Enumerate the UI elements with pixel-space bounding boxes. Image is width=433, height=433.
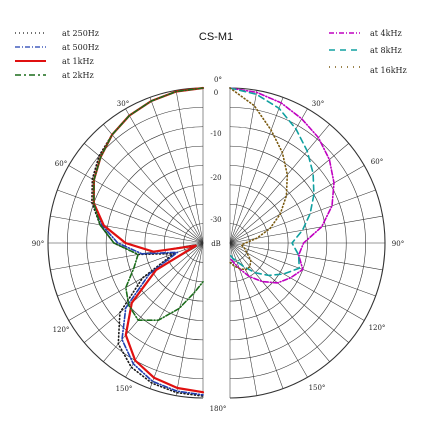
series-curve-250hz — [91, 87, 204, 397]
grid-spoke — [57, 242, 204, 297]
angle-label-left-30: 30° — [117, 100, 129, 108]
grid-spoke — [84, 143, 204, 244]
legend-label-1khz: at 1kHz — [62, 57, 94, 66]
grid-spoke — [149, 97, 204, 244]
angle-label-top: 0° — [214, 76, 222, 84]
grid-spoke — [229, 143, 349, 244]
polar-curves — [91, 86, 335, 397]
radial-unit-label: dB — [211, 240, 221, 248]
grid-spoke — [229, 97, 284, 244]
grid-spoke — [229, 90, 258, 244]
grid-spoke — [229, 124, 330, 244]
radial-label-0: 0 — [214, 89, 218, 97]
grid-spoke — [229, 108, 308, 244]
series-curve-2khz — [93, 87, 204, 321]
grid-spoke — [125, 242, 204, 378]
grid-spoke — [229, 189, 376, 244]
grid-spoke — [125, 108, 204, 244]
angle-label-right-90: 90° — [392, 240, 404, 248]
grid-spoke — [84, 242, 204, 343]
radial-label-20: -20 — [210, 174, 221, 182]
grid-spoke — [229, 165, 365, 244]
series-curve-500hz — [93, 87, 204, 396]
grid-spoke — [229, 242, 365, 321]
series-curve-16khz — [229, 87, 289, 271]
grid-spoke — [229, 242, 349, 343]
angle-label-right-120: 120° — [369, 324, 386, 332]
series-curve-4khz — [229, 87, 335, 284]
legend-right: at 4kHz at 8kHz at 16kHz — [329, 29, 407, 75]
right-polar-grid — [229, 87, 386, 399]
legend-label-250hz: at 250Hz — [62, 29, 99, 38]
angle-label-right-30: 30° — [312, 100, 324, 108]
grid-spoke — [175, 242, 204, 396]
angle-label-right-150: 150° — [309, 384, 326, 392]
legend-label-4khz: at 4kHz — [370, 29, 402, 38]
legend-label-2khz: at 2kHz — [62, 71, 94, 80]
grid-spoke — [149, 242, 204, 389]
angle-label-bottom: 180° — [210, 405, 227, 413]
series-curve-8khz — [229, 87, 315, 277]
legend-left: at 250Hz at 500Hz at 1kHz at 2kHz — [15, 29, 99, 80]
grid-spoke — [175, 90, 204, 244]
grid-spoke — [103, 242, 204, 362]
angle-label-right-60: 60° — [371, 158, 383, 166]
grid-spoke — [229, 242, 258, 396]
grid-spoke — [229, 242, 284, 389]
legend-label-8khz: at 8kHz — [370, 46, 402, 55]
radial-label-10: -10 — [210, 130, 221, 138]
angle-label-left-60: 60° — [55, 160, 67, 168]
grid-spoke — [229, 242, 330, 362]
radial-label-30: -30 — [210, 216, 221, 224]
grid-spoke — [68, 165, 204, 244]
angle-label-left-120: 120° — [53, 326, 70, 334]
angle-label-left-150: 150° — [116, 385, 133, 393]
angle-label-left-90: 90° — [32, 240, 44, 248]
grid-spoke — [50, 215, 204, 244]
legend-label-16khz: at 16kHz — [370, 66, 407, 75]
grid-spoke — [229, 242, 383, 271]
legend-label-500hz: at 500Hz — [62, 43, 99, 52]
grid-spoke — [57, 189, 204, 244]
chart-title: CS-M1 — [199, 31, 233, 43]
grid-spoke — [103, 124, 204, 244]
